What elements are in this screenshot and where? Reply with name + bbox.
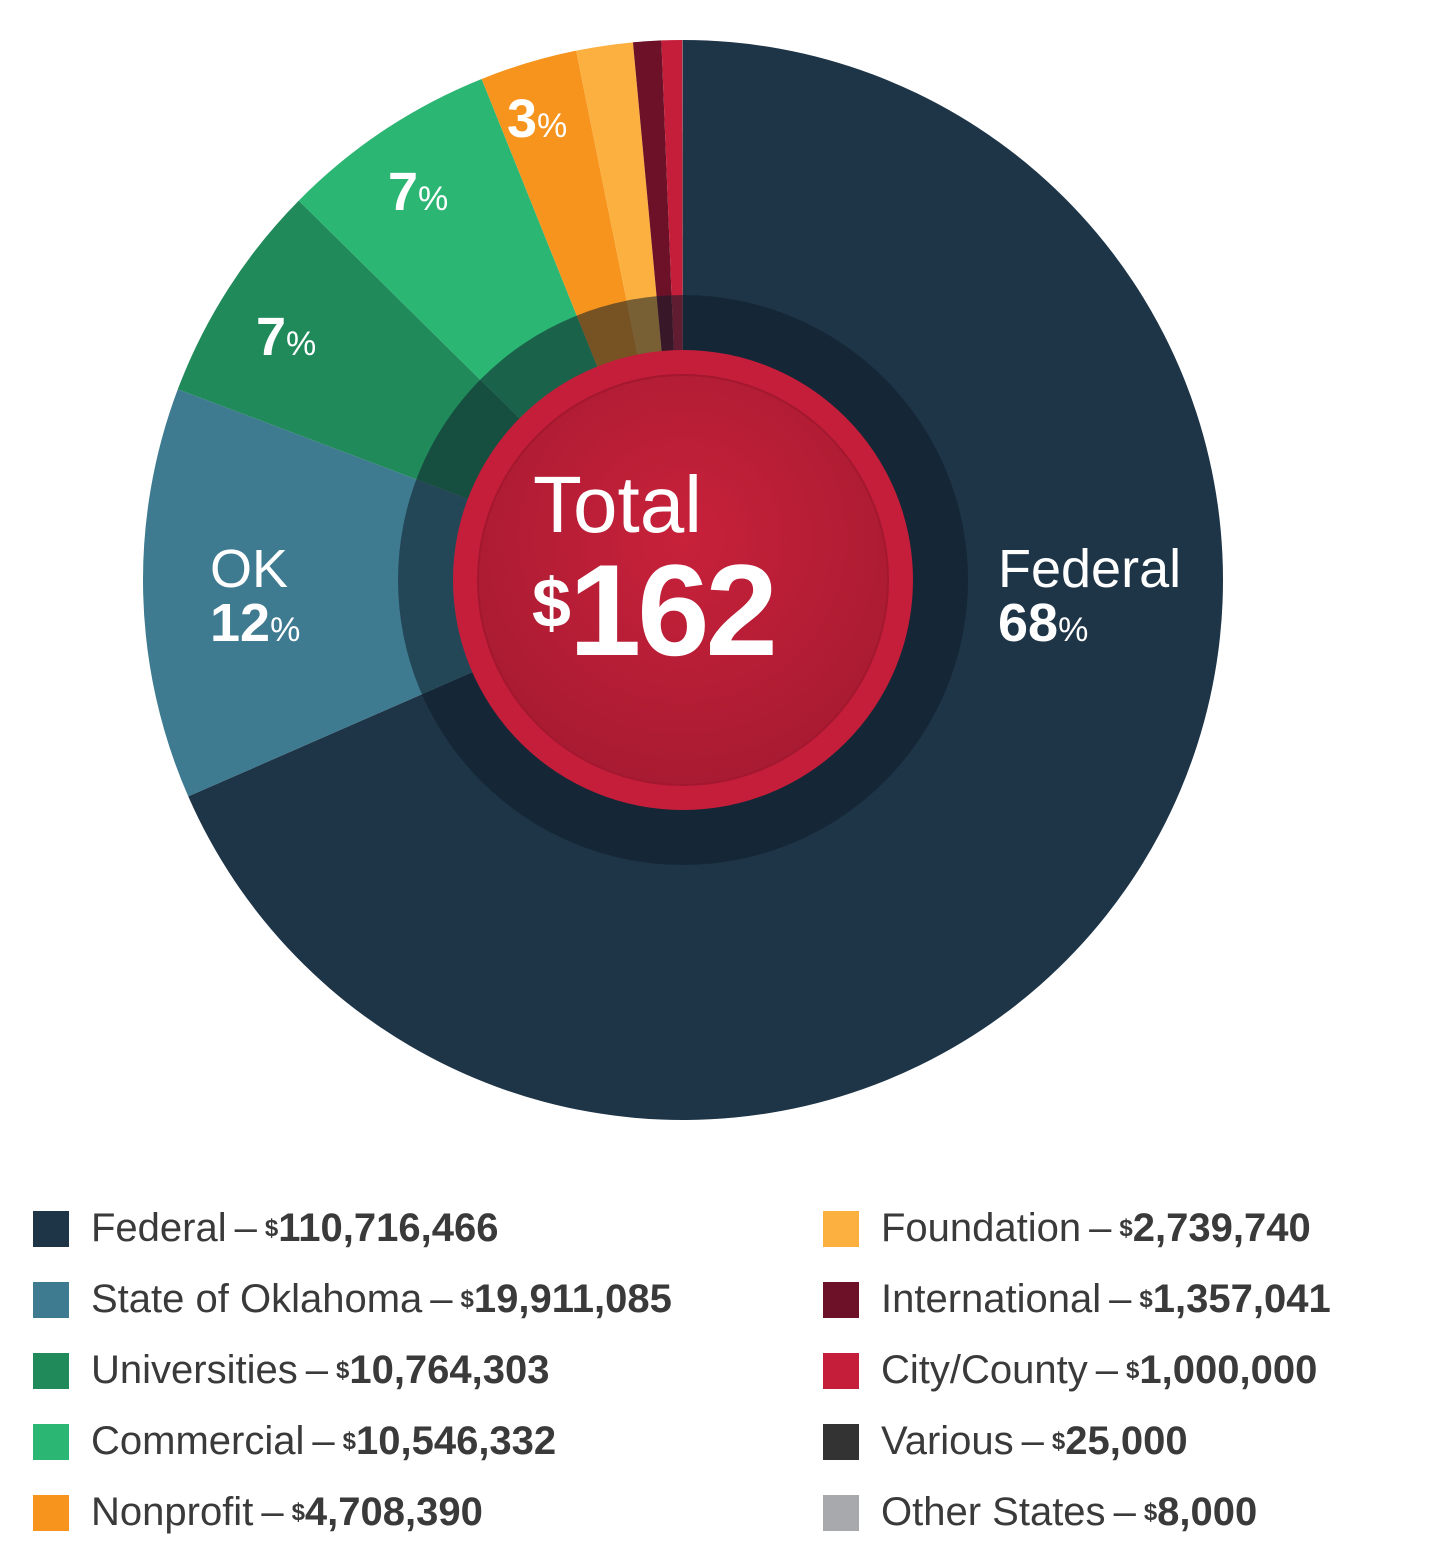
legend-value: 1,000,000 (1139, 1348, 1318, 1392)
legend-item: Commercial – $10,546,332 (33, 1406, 672, 1477)
slice-label-federal: Federal 68% (998, 539, 1182, 653)
slice-various (682, 40, 683, 581)
legend-separator: – (261, 1490, 284, 1534)
legend-value: 25,000 (1065, 1419, 1188, 1463)
legend-label: Various (881, 1419, 1014, 1463)
legend-label: Federal (91, 1206, 227, 1250)
legend-label: Nonprofit (91, 1490, 254, 1534)
legend-label: International (881, 1277, 1102, 1321)
donut-chart (143, 39, 1224, 1120)
legend-value: 10,546,332 (355, 1419, 557, 1463)
legend-currency: $ (1051, 1427, 1066, 1455)
legend-currency: $ (1139, 1285, 1153, 1313)
legend-separator: – (1095, 1348, 1118, 1392)
legend-label: Other States (881, 1490, 1106, 1534)
legend-column-right: Foundation – $2,739,740 International – $1,35… (823, 1193, 1331, 1548)
legend-label: State of Oklahoma (91, 1277, 423, 1321)
legend-item: City/County – $1,000,000 (823, 1335, 1331, 1406)
legend-item: State of Oklahoma – $19,911,085 (33, 1264, 672, 1335)
legend-label: City/County (881, 1348, 1088, 1392)
legend-swatch (33, 1352, 69, 1389)
legend-currency: $ (460, 1285, 474, 1313)
legend-currency: $ (335, 1356, 350, 1384)
legend-currency: $ (291, 1498, 305, 1526)
legend-value: 19,911,085 (473, 1277, 672, 1321)
legend-item: Nonprofit – $4,708,390 (33, 1477, 672, 1548)
legend-label: Universities (91, 1348, 298, 1392)
legend-separator: – (305, 1348, 328, 1392)
slice-label-nonprofit: 3% (507, 89, 568, 149)
legend-swatch (33, 1210, 69, 1247)
legend-currency: $ (264, 1214, 279, 1242)
legend-label: Commercial (91, 1419, 305, 1463)
center-total-value: $162 (532, 537, 778, 683)
legend-swatch (823, 1210, 859, 1247)
legend-item: Various – $25,000 (823, 1406, 1331, 1477)
legend-separator: – (1089, 1206, 1112, 1250)
legend-swatch (823, 1281, 859, 1318)
legend-item: International – $1,357,041 (823, 1264, 1331, 1335)
legend-value: 10,764,303 (349, 1348, 550, 1392)
legend-currency: $ (1143, 1498, 1158, 1526)
legend-value: 110,716,466 (278, 1206, 499, 1250)
legend-currency: $ (1126, 1356, 1140, 1384)
legend-item: Federal – $110,716,466 (33, 1193, 672, 1264)
legend-swatch (33, 1423, 69, 1460)
slice-label-commercial: 7% (388, 162, 449, 222)
legend-separator: – (1109, 1277, 1132, 1321)
legend-column-left: Federal – $110,716,466 State of Oklahoma – $1… (33, 1193, 672, 1548)
legend-separator: – (234, 1206, 257, 1250)
legend-swatch (33, 1281, 69, 1318)
legend-value: 1,357,041 (1152, 1277, 1331, 1321)
legend-label: Foundation (881, 1206, 1082, 1250)
legend-value: 4,708,390 (304, 1490, 483, 1534)
legend-swatch (823, 1494, 859, 1531)
legend-value: 2,739,740 (1132, 1206, 1311, 1250)
slice-label-universities: 7% (256, 307, 317, 367)
center-total-label: Total (533, 460, 702, 549)
legend-currency: $ (342, 1427, 356, 1455)
legend-item: Foundation – $2,739,740 (823, 1193, 1331, 1264)
legend-swatch (33, 1494, 69, 1531)
legend-swatch (823, 1423, 859, 1460)
legend-value: 8,000 (1157, 1490, 1258, 1534)
legend-separator: – (1021, 1419, 1044, 1463)
legend-item: Other States – $8,000 (823, 1477, 1331, 1548)
legend-item: Universities – $10,764,303 (33, 1335, 672, 1406)
legend-swatch (823, 1352, 859, 1389)
center-circle-inner (477, 374, 889, 786)
legend-separator: – (312, 1419, 335, 1463)
slice-label-ok: OK 12% (210, 539, 301, 653)
legend-separator: – (1113, 1490, 1136, 1534)
legend-currency: $ (1119, 1214, 1133, 1242)
legend-separator: – (430, 1277, 453, 1321)
